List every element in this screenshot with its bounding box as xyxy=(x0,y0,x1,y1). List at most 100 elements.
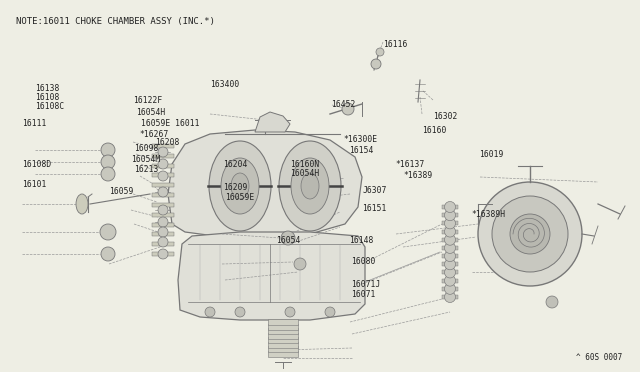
Circle shape xyxy=(158,187,168,197)
Bar xyxy=(152,164,174,168)
Text: 16452: 16452 xyxy=(332,100,356,109)
Ellipse shape xyxy=(231,173,249,199)
Bar xyxy=(268,324,298,330)
Circle shape xyxy=(371,59,381,69)
Circle shape xyxy=(445,243,456,253)
Text: 16101: 16101 xyxy=(22,180,47,189)
Bar xyxy=(442,213,458,217)
Text: 16071J: 16071J xyxy=(351,280,381,289)
Bar xyxy=(152,203,174,207)
Text: 16160N: 16160N xyxy=(291,160,320,169)
Bar xyxy=(152,154,174,158)
Text: 16151: 16151 xyxy=(362,204,387,213)
Circle shape xyxy=(281,231,295,245)
Text: 16059E: 16059E xyxy=(225,193,255,202)
Bar xyxy=(268,319,298,325)
Bar xyxy=(442,270,458,275)
Polygon shape xyxy=(178,232,365,320)
Circle shape xyxy=(546,296,558,308)
Text: 16059: 16059 xyxy=(109,187,133,196)
Circle shape xyxy=(158,171,168,181)
Ellipse shape xyxy=(291,158,329,214)
Circle shape xyxy=(101,247,115,261)
Circle shape xyxy=(478,182,582,286)
Bar xyxy=(442,295,458,299)
Circle shape xyxy=(101,143,115,157)
Circle shape xyxy=(376,48,384,56)
Bar xyxy=(152,183,174,187)
Text: *16300E: *16300E xyxy=(343,135,377,144)
Text: NOTE:16011 CHOKE CHAMBER ASSY (INC.*): NOTE:16011 CHOKE CHAMBER ASSY (INC.*) xyxy=(16,17,215,26)
Text: 16080: 16080 xyxy=(351,257,376,266)
Bar xyxy=(442,246,458,250)
Text: 16148: 16148 xyxy=(349,236,374,245)
Circle shape xyxy=(445,267,456,278)
Circle shape xyxy=(510,214,550,254)
Bar xyxy=(152,213,174,217)
Bar xyxy=(268,342,298,348)
Bar xyxy=(268,346,298,352)
Bar xyxy=(268,333,298,339)
Circle shape xyxy=(445,226,456,237)
Circle shape xyxy=(445,218,456,229)
Circle shape xyxy=(445,210,456,221)
Text: 16116: 16116 xyxy=(383,40,407,49)
Circle shape xyxy=(158,217,168,227)
Ellipse shape xyxy=(209,141,271,231)
Circle shape xyxy=(158,205,168,215)
Bar xyxy=(152,232,174,236)
Text: 16054: 16054 xyxy=(276,236,301,245)
Text: 16108D: 16108D xyxy=(22,160,52,169)
Ellipse shape xyxy=(279,141,341,231)
Text: 163400: 163400 xyxy=(210,80,239,89)
Text: 16154: 16154 xyxy=(349,146,374,155)
Circle shape xyxy=(445,202,456,212)
Circle shape xyxy=(294,258,306,270)
Text: ^ 60S 0007: ^ 60S 0007 xyxy=(576,353,622,362)
Text: *16267: *16267 xyxy=(140,130,169,139)
Text: J6307: J6307 xyxy=(362,186,387,195)
Circle shape xyxy=(158,249,168,259)
Bar xyxy=(268,337,298,343)
Text: 16071: 16071 xyxy=(351,290,376,299)
Circle shape xyxy=(100,224,116,240)
Text: 16122F: 16122F xyxy=(133,96,163,105)
Bar xyxy=(442,238,458,242)
Polygon shape xyxy=(168,130,362,238)
Text: 16054H: 16054H xyxy=(291,169,320,178)
Text: 16209: 16209 xyxy=(223,183,247,192)
Text: 16302: 16302 xyxy=(433,112,457,121)
Bar xyxy=(152,252,174,256)
Bar xyxy=(442,287,458,291)
Bar xyxy=(152,193,174,197)
Text: 16213: 16213 xyxy=(134,165,159,174)
Circle shape xyxy=(205,307,215,317)
Text: 16019: 16019 xyxy=(479,150,503,159)
Bar xyxy=(152,242,174,246)
Circle shape xyxy=(492,196,568,272)
Circle shape xyxy=(158,147,168,157)
Circle shape xyxy=(101,155,115,169)
Circle shape xyxy=(445,292,456,302)
Circle shape xyxy=(235,307,245,317)
Bar xyxy=(152,222,174,227)
Bar xyxy=(442,205,458,209)
Circle shape xyxy=(445,251,456,262)
Text: *16137: *16137 xyxy=(396,160,425,169)
Circle shape xyxy=(445,234,456,245)
Text: 16138: 16138 xyxy=(35,84,60,93)
Circle shape xyxy=(342,103,354,115)
Text: 16111: 16111 xyxy=(22,119,47,128)
Circle shape xyxy=(445,259,456,270)
Circle shape xyxy=(445,275,456,286)
Text: *16389: *16389 xyxy=(403,171,433,180)
Ellipse shape xyxy=(221,158,259,214)
Text: 16098: 16098 xyxy=(134,144,159,153)
Circle shape xyxy=(158,159,168,169)
Circle shape xyxy=(325,307,335,317)
Bar xyxy=(268,351,298,357)
Bar xyxy=(152,144,174,148)
Circle shape xyxy=(158,237,168,247)
Bar xyxy=(442,221,458,225)
Bar xyxy=(442,254,458,258)
